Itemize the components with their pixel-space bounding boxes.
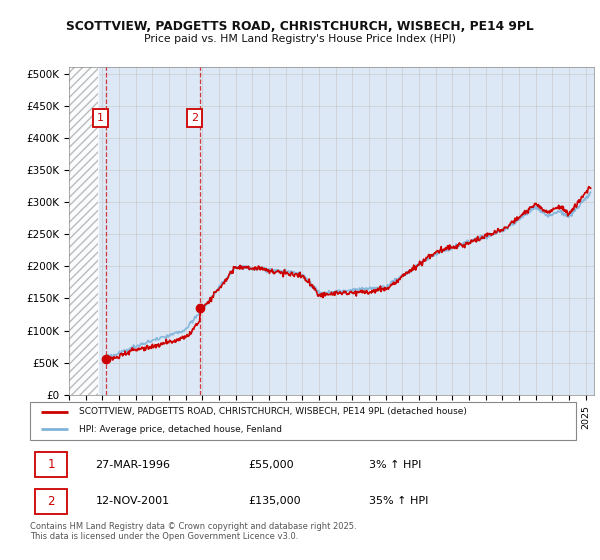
Text: SCOTTVIEW, PADGETTS ROAD, CHRISTCHURCH, WISBECH, PE14 9PL (detached house): SCOTTVIEW, PADGETTS ROAD, CHRISTCHURCH, … — [79, 407, 467, 416]
Text: £55,000: £55,000 — [248, 460, 294, 470]
FancyBboxPatch shape — [35, 489, 67, 514]
Text: 2: 2 — [47, 494, 55, 508]
Text: Contains HM Land Registry data © Crown copyright and database right 2025.
This d: Contains HM Land Registry data © Crown c… — [30, 522, 356, 542]
Text: 2: 2 — [191, 113, 198, 123]
Text: 27-MAR-1996: 27-MAR-1996 — [95, 460, 170, 470]
Text: SCOTTVIEW, PADGETTS ROAD, CHRISTCHURCH, WISBECH, PE14 9PL: SCOTTVIEW, PADGETTS ROAD, CHRISTCHURCH, … — [66, 20, 534, 32]
FancyBboxPatch shape — [35, 452, 67, 477]
FancyBboxPatch shape — [30, 402, 576, 440]
Text: Price paid vs. HM Land Registry's House Price Index (HPI): Price paid vs. HM Land Registry's House … — [144, 34, 456, 44]
Text: 1: 1 — [97, 113, 104, 123]
Text: 1: 1 — [47, 458, 55, 472]
Bar — [69, 67, 98, 395]
Bar — [69, 67, 98, 395]
Text: 12-NOV-2001: 12-NOV-2001 — [95, 496, 170, 506]
Text: 3% ↑ HPI: 3% ↑ HPI — [368, 460, 421, 470]
Text: HPI: Average price, detached house, Fenland: HPI: Average price, detached house, Fenl… — [79, 425, 282, 434]
Text: 35% ↑ HPI: 35% ↑ HPI — [368, 496, 428, 506]
Text: £135,000: £135,000 — [248, 496, 301, 506]
